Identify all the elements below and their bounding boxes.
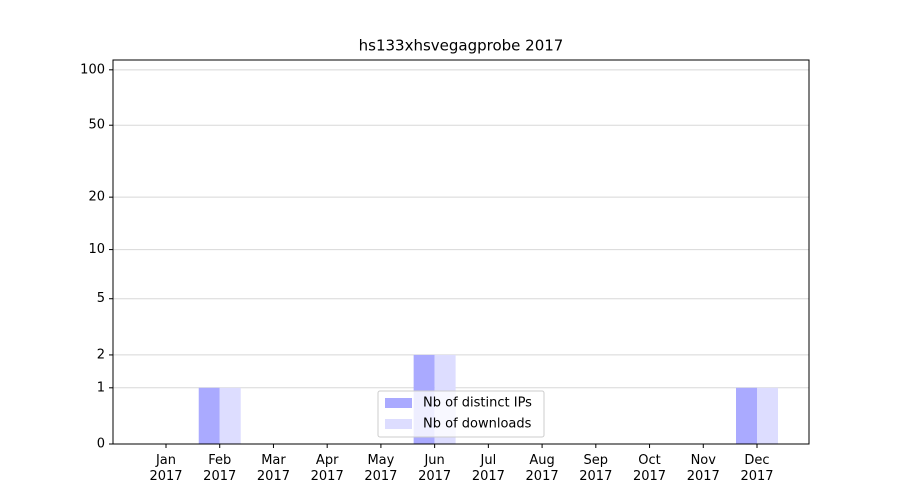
bar bbox=[736, 387, 757, 444]
x-tick-label: May 2017 bbox=[364, 453, 398, 484]
y-tick-label: 5 bbox=[97, 291, 105, 306]
legend-swatch bbox=[385, 398, 412, 408]
x-tick-label: Oct 2017 bbox=[632, 453, 667, 484]
x-tick-label: Jul 2017 bbox=[471, 453, 505, 484]
y-tick-label: 20 bbox=[88, 190, 105, 205]
y-tick-label: 0 bbox=[97, 437, 105, 452]
x-tick-label: Feb 2017 bbox=[203, 453, 237, 484]
y-tick-label: 50 bbox=[88, 118, 105, 133]
y-tick-label: 10 bbox=[88, 242, 105, 257]
legend-swatch bbox=[385, 419, 412, 429]
bar bbox=[757, 387, 778, 444]
x-tick-label: Mar 2017 bbox=[256, 453, 290, 484]
y-tick-label: 1 bbox=[97, 380, 105, 395]
x-tick-label: Jan 2017 bbox=[149, 453, 183, 484]
bar bbox=[219, 387, 241, 444]
x-tick-label: Nov 2017 bbox=[686, 453, 720, 484]
x-tick-label: Apr 2017 bbox=[310, 453, 344, 484]
x-tick-label: Sep 2017 bbox=[579, 453, 613, 484]
x-tick-label: Aug 2017 bbox=[525, 453, 559, 484]
plot-frame bbox=[112, 59, 810, 445]
legend: Nb of distinct IPs Nb of downloads bbox=[377, 390, 545, 438]
y-tick-label: 100 bbox=[80, 62, 105, 77]
legend-label: Nb of downloads bbox=[423, 417, 532, 432]
chart-title: hs133xhsvegagprobe 2017 bbox=[359, 37, 564, 55]
x-tick-label: Jun 2017 bbox=[418, 453, 452, 484]
legend-box bbox=[377, 390, 545, 438]
y-tick-label: 2 bbox=[97, 347, 105, 362]
bar bbox=[198, 387, 220, 444]
legend-label: Nb of distinct IPs bbox=[423, 396, 532, 411]
x-tick-label: Dec 2017 bbox=[740, 453, 774, 484]
